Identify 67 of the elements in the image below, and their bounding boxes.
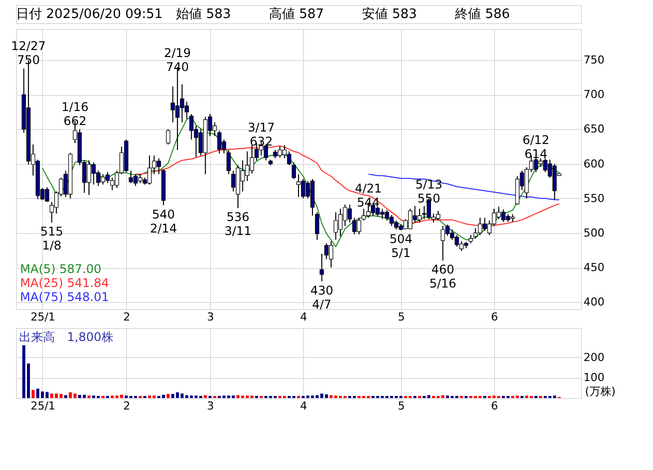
text: 安値 583 bbox=[362, 6, 417, 22]
y-tick-label: 750 bbox=[584, 54, 604, 67]
text: 終値 586 bbox=[454, 7, 510, 22]
y-tick-label: 600 bbox=[584, 157, 604, 170]
annotation: 460 5/16 bbox=[429, 262, 456, 291]
bar bbox=[330, 395, 333, 398]
bar bbox=[78, 394, 82, 398]
annotation: 430 4/7 bbox=[310, 283, 334, 312]
bar bbox=[427, 395, 430, 398]
x-tick-label: 25/1 bbox=[30, 400, 56, 412]
candlestick bbox=[226, 149, 231, 175]
y-tick-label: 500 bbox=[584, 226, 604, 240]
x-tick-label: 6 bbox=[491, 310, 498, 324]
y-tick-label: 550 bbox=[584, 192, 604, 205]
x-tick-label: 25/1 bbox=[30, 310, 56, 324]
y-tick-label: 200 bbox=[584, 350, 604, 364]
candlestick bbox=[473, 228, 478, 239]
annotation: 6/12 614 bbox=[522, 133, 550, 162]
text: MA(5) 587.00 bbox=[20, 262, 102, 276]
annotation: 5/13 550 bbox=[415, 177, 442, 206]
x-tick-label: 2 bbox=[123, 310, 130, 324]
candlestick bbox=[44, 186, 50, 202]
y-tick-label: 650 bbox=[584, 122, 604, 136]
x-tick-label: 4 bbox=[300, 310, 308, 324]
annotation: 540 2/14 bbox=[150, 207, 177, 236]
annotation: 12/27 750 bbox=[11, 39, 46, 68]
y-tick-label: 400 bbox=[584, 296, 604, 309]
bar bbox=[204, 395, 207, 398]
bar bbox=[32, 390, 35, 398]
annotation: 3/17 632 bbox=[248, 120, 275, 149]
bar bbox=[50, 394, 54, 398]
annotation: 1/16 662 bbox=[62, 100, 88, 128]
bar bbox=[324, 394, 328, 398]
y-tick-label: 450 bbox=[584, 261, 604, 274]
annotation: 504 5/1 bbox=[389, 232, 412, 260]
x-tick-label: 4 bbox=[300, 400, 308, 412]
annotation: 515 1/8 bbox=[40, 224, 64, 253]
candlestick bbox=[324, 242, 329, 260]
text: 始値 583 bbox=[176, 7, 231, 22]
chart-title: 日付 2025/06/20 09:51 bbox=[16, 7, 163, 22]
annotation: 536 3/11 bbox=[224, 210, 252, 238]
bar bbox=[441, 395, 444, 398]
candlestick bbox=[166, 128, 170, 145]
candlestick bbox=[328, 240, 334, 268]
x-tick-label: 3 bbox=[207, 400, 214, 412]
text: 高値 587 bbox=[269, 6, 324, 22]
annotation: 2/19 740 bbox=[164, 46, 191, 74]
y-tick-label: 100 bbox=[584, 371, 604, 384]
candlestick bbox=[417, 208, 422, 224]
y-axis-title: (万株) bbox=[585, 385, 616, 398]
x-tick-label: 2 bbox=[123, 400, 130, 412]
candlestick bbox=[315, 212, 320, 240]
bar bbox=[64, 395, 68, 398]
x-tick-label: 5 bbox=[398, 310, 405, 324]
candlestick bbox=[320, 253, 324, 282]
candlestick bbox=[189, 114, 194, 140]
bar bbox=[166, 394, 170, 398]
bar bbox=[82, 394, 86, 398]
chart-title: 出来高 1,800株 bbox=[19, 330, 114, 344]
text: MA(25) 541.84 bbox=[20, 276, 109, 290]
text: MA(75) 548.01 bbox=[20, 290, 109, 304]
x-tick-label: 5 bbox=[398, 400, 405, 412]
x-tick-label: 6 bbox=[491, 400, 498, 412]
x-tick-label: 3 bbox=[207, 310, 214, 324]
candlestick bbox=[292, 162, 296, 180]
bar bbox=[162, 394, 165, 398]
y-tick-label: 700 bbox=[584, 88, 604, 102]
